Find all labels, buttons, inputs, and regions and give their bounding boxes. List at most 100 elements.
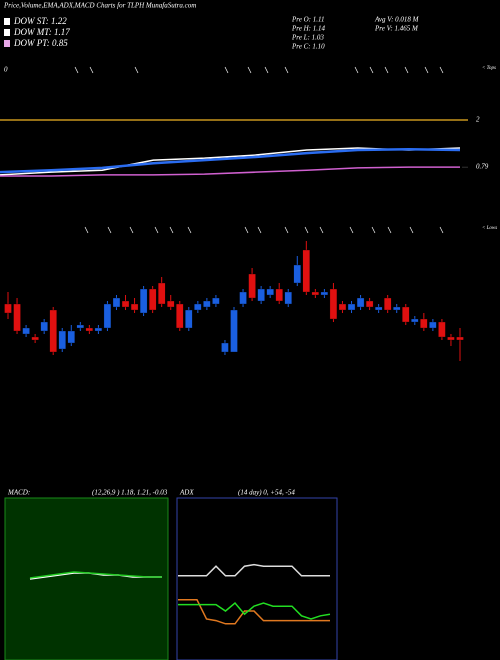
candle-body <box>456 336 464 341</box>
candle-body <box>121 300 130 308</box>
macd-params: (12,26,9 ) 1.18, 1.21, -0.03 <box>92 489 168 497</box>
low-arrow <box>169 226 174 234</box>
top-arrow <box>134 66 139 74</box>
candle-body <box>266 288 274 296</box>
quote-value: Pre V: 1.465 M <box>374 25 419 33</box>
low-arrow <box>107 226 112 234</box>
series-line <box>0 166 460 177</box>
tops-label: < Tops <box>482 66 496 71</box>
series-line <box>29 571 162 579</box>
candle-body <box>176 303 184 329</box>
candle-body <box>194 303 202 311</box>
candle-body <box>185 309 193 329</box>
low-arrow <box>257 226 262 234</box>
adx-params: (14 day) 0, +54, -54 <box>238 489 295 497</box>
candle-body <box>13 303 21 332</box>
candle-body <box>22 327 30 335</box>
panel-frame <box>176 497 338 660</box>
top-arrow <box>89 66 94 74</box>
top-arrow <box>354 66 359 74</box>
candle-body <box>67 330 75 344</box>
candle-body <box>284 291 292 305</box>
low-arrow <box>387 226 392 234</box>
candle-body <box>103 303 112 329</box>
candle-body <box>230 309 238 353</box>
candle-body <box>365 300 374 308</box>
candle-body <box>447 336 455 341</box>
legend-swatch <box>4 29 10 36</box>
candle-body <box>221 342 229 353</box>
legend-label: DOW ST: 1.22 <box>13 16 67 26</box>
legend-swatch <box>4 40 10 47</box>
candle-body <box>293 264 301 284</box>
candle-body <box>329 288 338 320</box>
candle-body <box>85 327 94 332</box>
top-arrow <box>284 66 289 74</box>
series-line <box>178 601 331 620</box>
quote-value: Pre H: 1.14 <box>291 25 325 33</box>
quote-value: Avg V: 0.018 M <box>374 16 420 24</box>
candle-body <box>257 288 265 302</box>
low-arrow <box>409 226 414 234</box>
candle-body <box>420 318 428 329</box>
low-arrow <box>187 226 192 234</box>
candle-body <box>40 321 48 332</box>
macd-title: MACD: <box>7 489 30 497</box>
candle-body <box>4 303 12 314</box>
low-arrow <box>129 226 134 234</box>
candle-body <box>384 297 392 311</box>
low-arrow <box>349 226 354 234</box>
y-tick-label: 2 <box>476 116 480 124</box>
candle-body <box>76 324 84 329</box>
candle-body <box>212 297 220 305</box>
top-arrow <box>439 66 444 74</box>
candle-body <box>139 288 148 314</box>
top-arrow <box>264 66 269 74</box>
series-line <box>178 563 330 577</box>
low-arrow <box>439 226 444 234</box>
low-arrow <box>154 226 159 234</box>
low-arrow <box>304 226 309 234</box>
candle-body <box>275 288 283 302</box>
legend-label: DOW MT: 1.17 <box>13 27 70 37</box>
candle-body <box>347 303 356 311</box>
candle-body <box>130 303 139 311</box>
quote-value: Pre O: 1.11 <box>291 16 324 24</box>
candle-body <box>239 291 247 305</box>
low-arrow <box>244 226 249 234</box>
candle-body <box>429 321 437 329</box>
candle-body <box>94 327 103 332</box>
candle-body <box>148 288 157 311</box>
candle-body <box>393 306 401 311</box>
top-arrow <box>369 66 374 74</box>
chart-title: Price,Volume,EMA,ADX,MACD Charts for TLP… <box>3 2 196 10</box>
series-line <box>0 147 461 176</box>
low-arrow <box>371 226 376 234</box>
candle-body <box>158 282 166 305</box>
candle-body <box>203 300 211 308</box>
candle-body <box>167 300 175 308</box>
top-arrow <box>384 66 389 74</box>
candle-body <box>31 336 39 341</box>
candle-body <box>311 291 320 296</box>
candle-body <box>356 297 365 308</box>
candle-body <box>402 306 410 323</box>
adx-title: ADX <box>179 489 194 497</box>
candle-body <box>338 303 347 311</box>
top-arrow <box>74 66 79 74</box>
top-arrow <box>224 66 229 74</box>
candle-body <box>112 297 121 308</box>
legend-label: DOW PT: 0.85 <box>13 38 68 48</box>
quote-value: Pre C: 1.10 <box>291 43 325 51</box>
candle-body <box>438 321 446 338</box>
candle-body <box>374 306 383 311</box>
candle-body <box>58 330 66 350</box>
panel-frame <box>4 497 169 660</box>
legend-swatch <box>4 18 10 25</box>
top-arrow <box>247 66 252 74</box>
top-arrow <box>424 66 429 74</box>
y-tick-label: 0.79 <box>476 163 489 171</box>
candle-body <box>320 291 329 296</box>
